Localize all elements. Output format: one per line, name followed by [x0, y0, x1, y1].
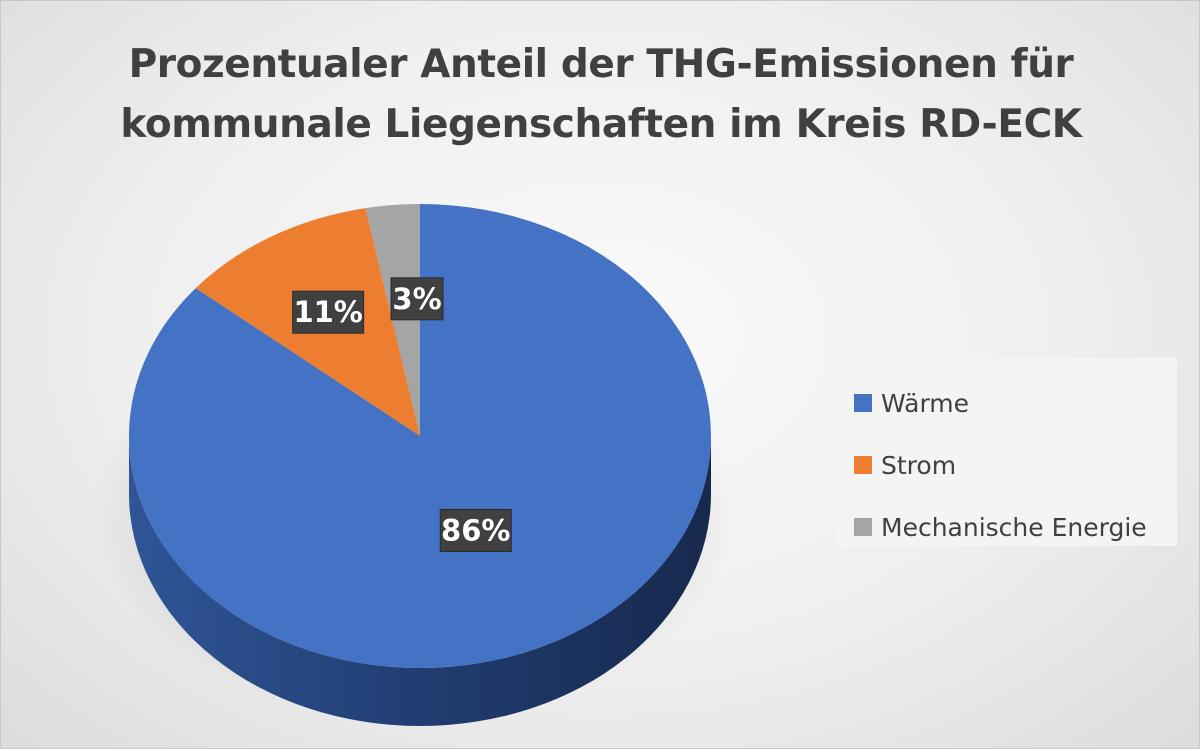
data-label-text-strom: 11%	[293, 295, 362, 329]
legend-item-mechanische-energie: Mechanische Energie	[837, 496, 1177, 558]
data-label-waerme: 86%	[439, 508, 512, 552]
legend-swatch-strom	[854, 456, 872, 474]
pie-side-waerme	[129, 436, 711, 726]
data-label-text-mechanische-energie: 3%	[392, 282, 441, 316]
data-label-mechanische-energie: 3%	[390, 277, 444, 321]
data-label-box-mechanische-energie	[390, 277, 444, 321]
data-label-strom: 11%	[292, 290, 365, 334]
legend-label-waerme: Wärme	[881, 388, 970, 418]
pie-slice-waerme	[128, 204, 711, 669]
chart-title-line-2: kommunale Liegenschaften im Kreis RD-ECK	[120, 102, 1082, 147]
data-label-box-waerme	[439, 508, 512, 552]
legend-swatch-mechanische-energie	[854, 518, 872, 536]
legend-label-strom: Strom	[881, 450, 957, 480]
chart-title: Prozentualer Anteil der THG-Emissionen f…	[61, 35, 1141, 155]
legend-label-mechanische-energie: Mechanische Energie	[881, 512, 1147, 542]
legend-swatch-waerme	[854, 394, 872, 412]
data-label-text-waerme: 86%	[441, 513, 510, 547]
data-label-box-strom	[292, 290, 365, 334]
chart-title-line-1: Prozentualer Anteil der THG-Emissionen f…	[128, 42, 1074, 87]
legend-item-waerme: Wärme	[837, 372, 1177, 434]
legend-item-strom: Strom	[837, 434, 1177, 496]
legend: Wärme Strom Mechanische Energie	[837, 358, 1177, 546]
